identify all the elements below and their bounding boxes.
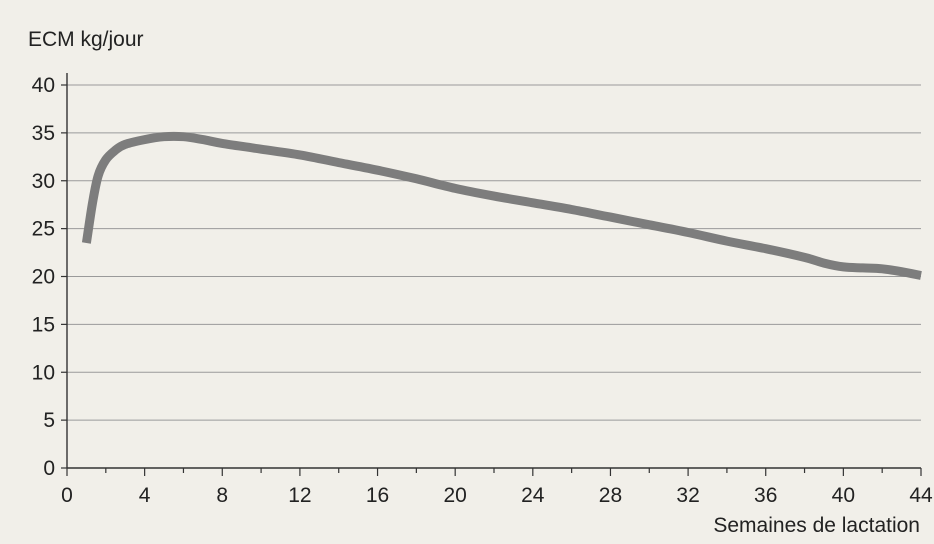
y-tick-label: 35 (32, 122, 55, 145)
y-tick-label: 30 (32, 170, 55, 193)
y-tick-label: 10 (32, 361, 55, 384)
x-tick-label: 44 (909, 484, 933, 507)
axes (61, 73, 922, 476)
series-line-0 (81, 131, 922, 280)
x-tick-label: 4 (139, 484, 151, 507)
y-tick-label: 5 (43, 409, 55, 432)
gridlines (67, 84, 921, 421)
x-tick-label: 36 (754, 484, 777, 507)
x-tick-label: 40 (832, 484, 855, 507)
x-tick-label: 0 (61, 484, 73, 507)
y-tick-label: 0 (43, 457, 55, 480)
x-tick-label: 16 (366, 484, 389, 507)
x-tick-label: 32 (676, 484, 699, 507)
y-tick-label: 20 (32, 266, 55, 289)
y-tick-label: 40 (32, 74, 55, 97)
x-axis-title: Semaines de lactation (713, 514, 920, 537)
series-layer (81, 131, 922, 280)
x-tick-label: 24 (521, 484, 545, 507)
y-tick-labels: 0 5 10 15 20 25 30 35 40 (32, 74, 55, 480)
y-axis-title: ECM kg/jour (28, 28, 144, 51)
x-tick-label: 12 (288, 484, 311, 507)
y-tick-label: 15 (32, 313, 55, 336)
y-tick-label: 25 (32, 218, 55, 241)
x-tick-label: 28 (599, 484, 622, 507)
x-tick-label: 20 (444, 484, 467, 507)
x-tick-labels: 0 4 8 12 16 20 24 28 32 36 40 44 (61, 484, 933, 507)
x-tick-label: 8 (216, 484, 228, 507)
